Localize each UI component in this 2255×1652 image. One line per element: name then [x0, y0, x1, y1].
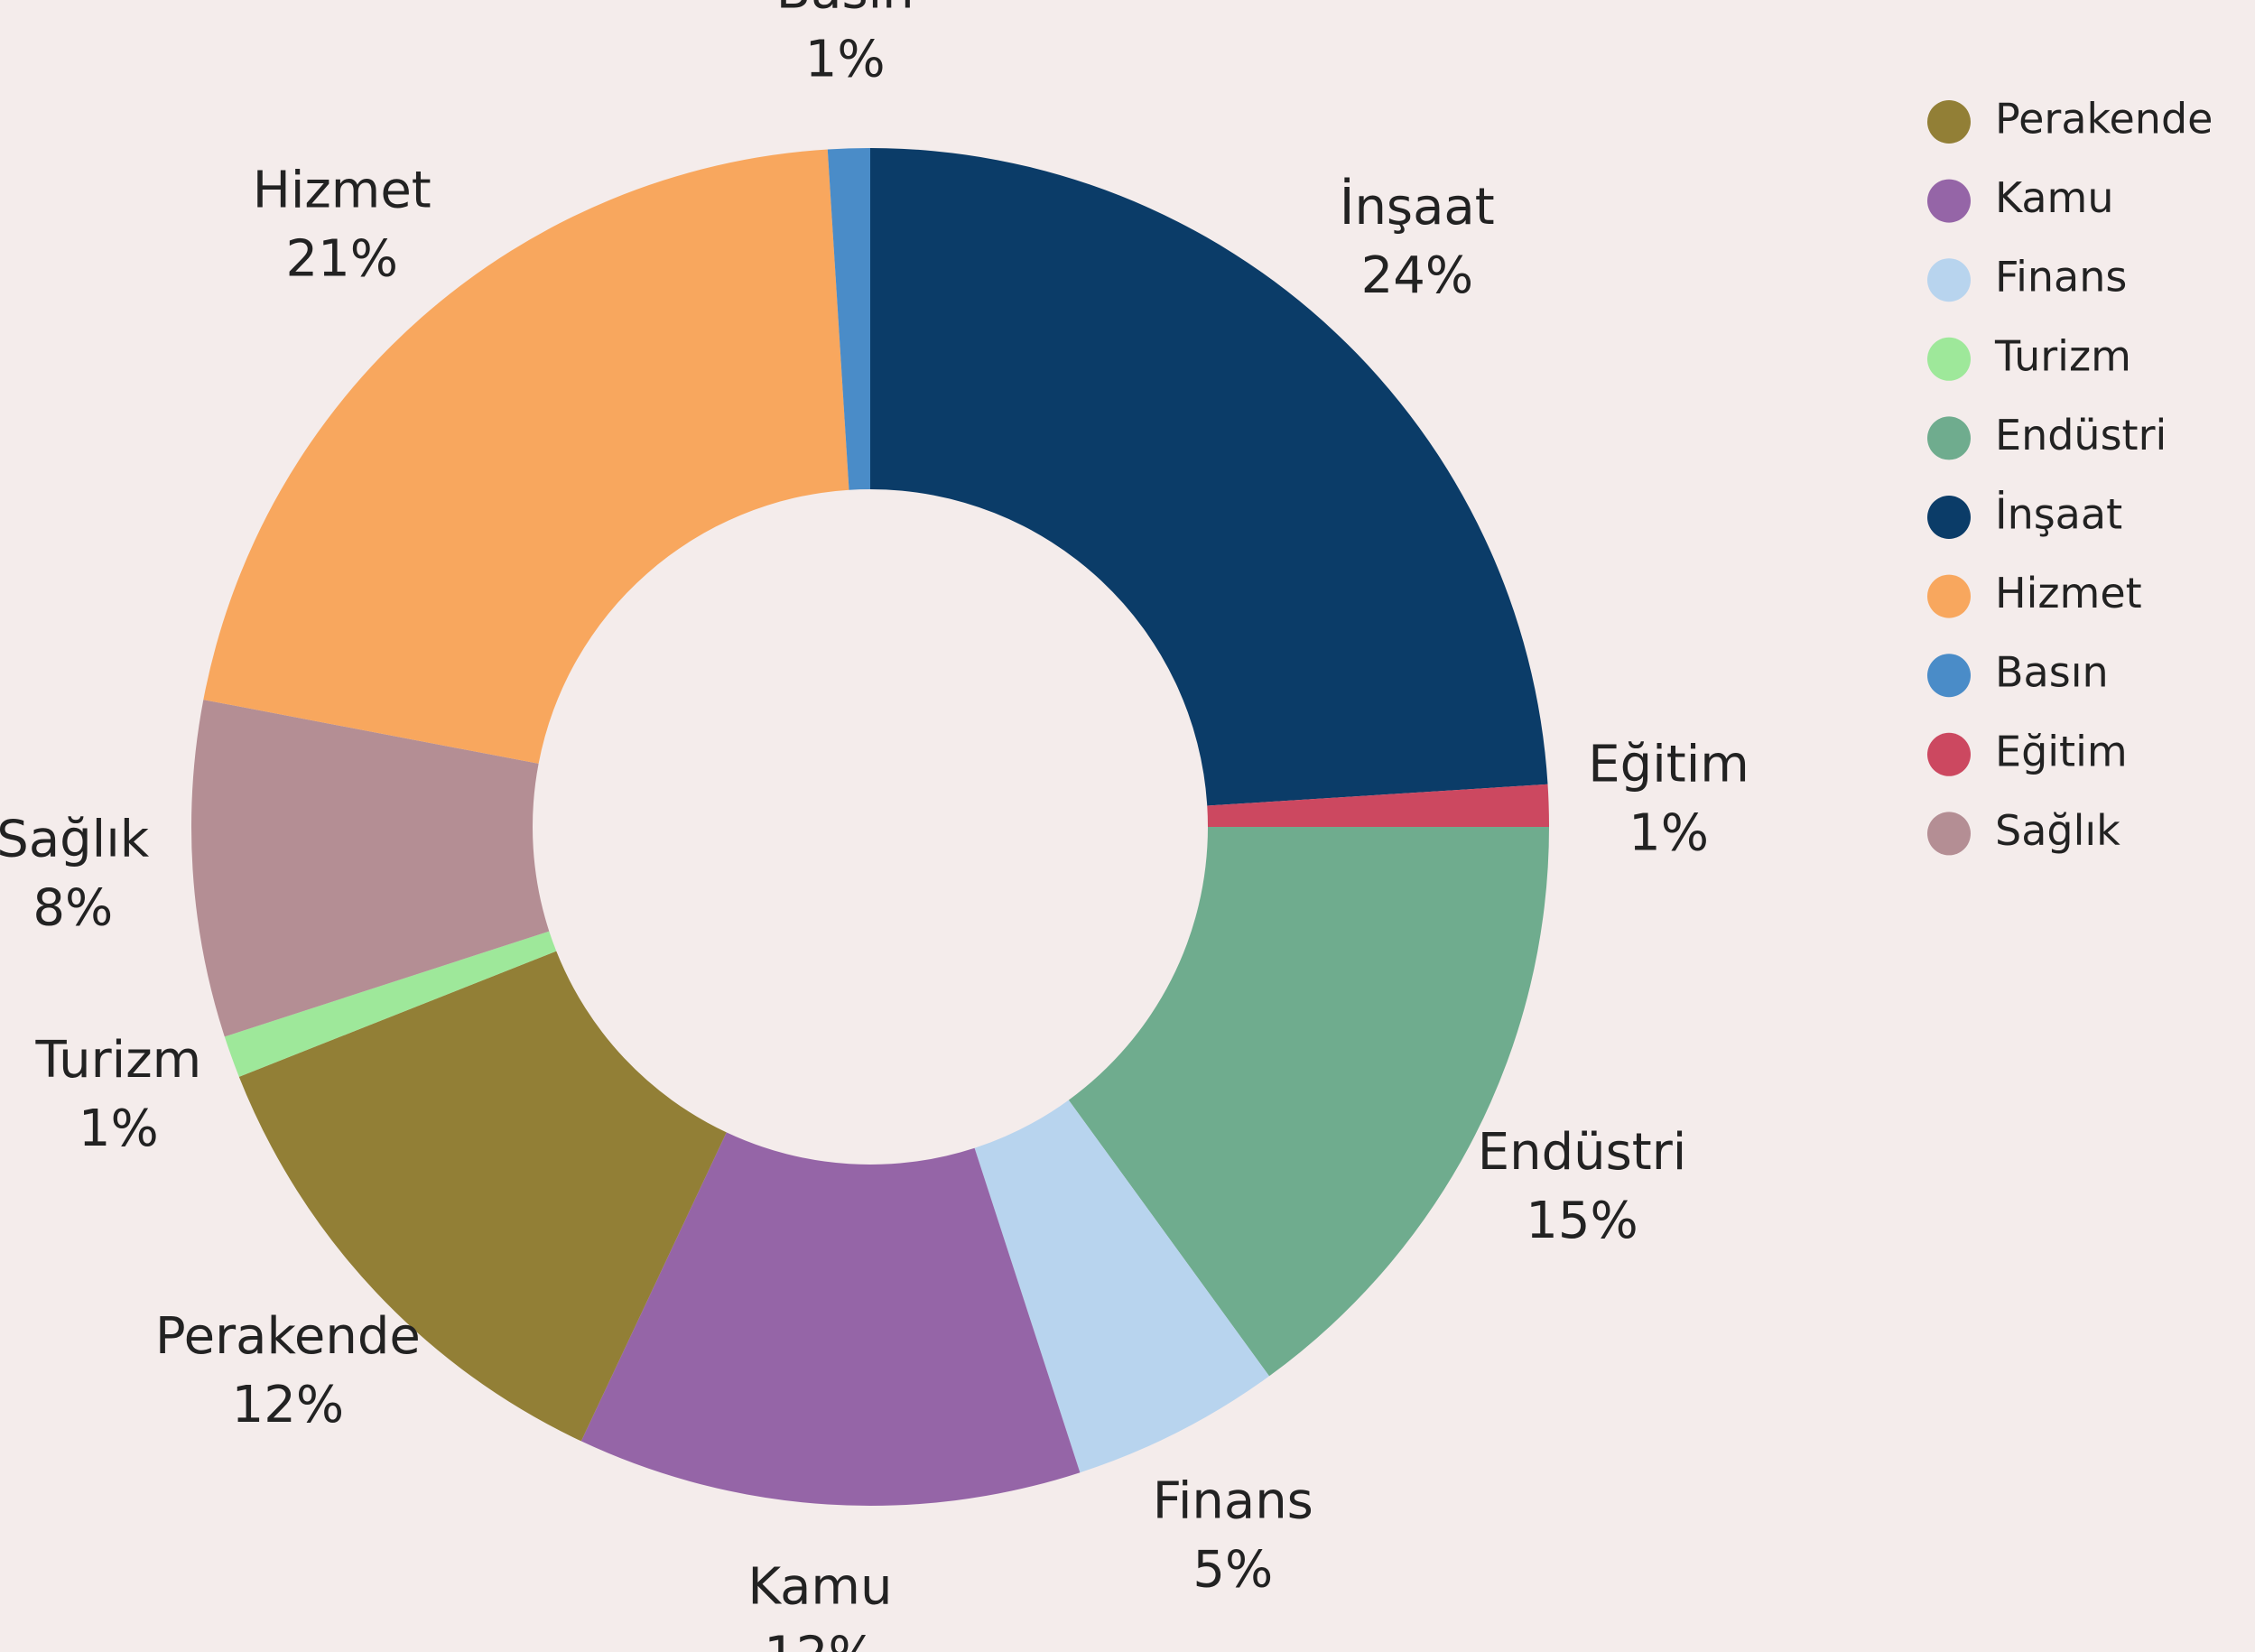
- slice-value-label: 15%: [1526, 1192, 1638, 1250]
- slice-value-label: 1%: [805, 31, 886, 89]
- legend-marker: [1927, 732, 1971, 776]
- legend-marker: [1927, 812, 1971, 856]
- donut-slice: [827, 148, 870, 490]
- donut-slice: [224, 931, 557, 1077]
- slice-label: Basın: [776, 0, 914, 21]
- legend-label: Hizmet: [1995, 569, 2142, 617]
- donut-slice: [870, 148, 1548, 806]
- donut-slice: [238, 951, 727, 1442]
- slice-label: Endüstri: [1478, 1123, 1687, 1182]
- slice-label: Sağlık: [0, 811, 150, 869]
- slice-value-label: 12%: [232, 1376, 344, 1434]
- legend-marker: [1927, 574, 1971, 618]
- slice-value-label: 1%: [1629, 803, 1709, 862]
- slice-value-label: 12%: [764, 1626, 876, 1652]
- legend-label: Turizm: [1994, 331, 2131, 380]
- legend-marker: [1927, 337, 1971, 381]
- donut-slice: [1207, 784, 1549, 827]
- slice-label: İnşaat: [1340, 178, 1495, 237]
- donut-slice: [580, 1132, 1081, 1506]
- legend-label: İnşaat: [1995, 490, 2122, 539]
- slice-label: Kamu: [747, 1557, 892, 1616]
- donut-slice: [190, 700, 550, 1037]
- slice-label: Finans: [1153, 1472, 1313, 1531]
- legend-label: Perakende: [1995, 95, 2213, 144]
- legend-label: Basın: [1995, 648, 2109, 697]
- legend-marker: [1927, 100, 1971, 144]
- slice-label: Turizm: [34, 1031, 201, 1090]
- legend-marker: [1927, 654, 1971, 698]
- legend-marker: [1927, 496, 1971, 539]
- slice-label: Hizmet: [253, 161, 432, 219]
- legend-label: Eğitim: [1995, 727, 2128, 775]
- legend-marker: [1927, 179, 1971, 223]
- donut-slice: [974, 1100, 1270, 1473]
- slice-value-label: 24%: [1361, 246, 1473, 305]
- legend-label: Sağlık: [1995, 806, 2120, 855]
- slice-label: Perakende: [155, 1307, 421, 1366]
- legend-label: Finans: [1995, 253, 2127, 302]
- legend-label: Endüstri: [1995, 411, 2167, 459]
- donut-slice: [1068, 827, 1549, 1377]
- slice-value-label: 21%: [286, 229, 398, 288]
- legend-label: Kamu: [1995, 173, 2114, 222]
- donut-slice: [203, 149, 849, 764]
- legend-marker: [1927, 258, 1971, 302]
- legend-marker: [1927, 416, 1971, 460]
- slice-value-label: 5%: [1192, 1541, 1273, 1600]
- slice-value-label: 8%: [32, 879, 113, 938]
- slice-value-label: 1%: [79, 1100, 159, 1158]
- slice-label: Eğitim: [1588, 735, 1749, 794]
